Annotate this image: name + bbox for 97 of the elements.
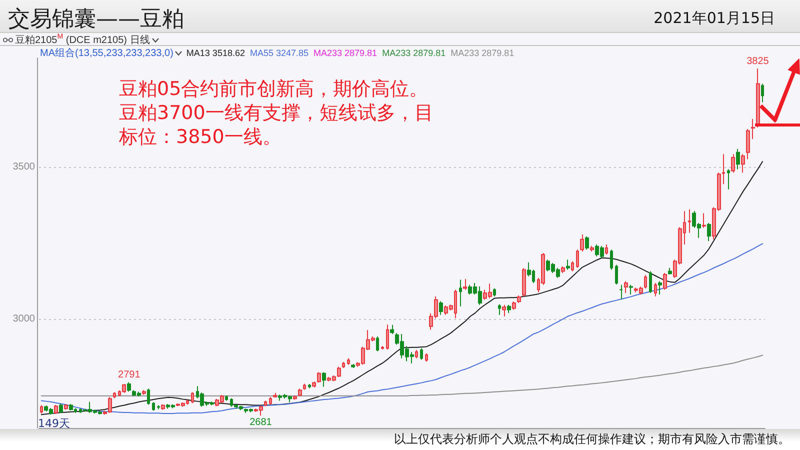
candlestick: [59, 403, 63, 414]
line-series: [40, 243, 764, 414]
candlestick: [322, 372, 326, 388]
candlestick: [312, 381, 316, 388]
candlestick: [493, 288, 496, 297]
candlestick: [386, 324, 389, 350]
chart-title: 交易锦囊——豆粕: [8, 6, 184, 34]
candlestick: [761, 83, 764, 103]
candlestick: [308, 384, 311, 389]
candlestick: [351, 364, 355, 368]
candlestick: [152, 402, 155, 412]
candlestick: [269, 396, 272, 406]
annotation: 149天: [38, 416, 70, 431]
candlestick: [439, 300, 443, 316]
candlestick: [342, 361, 345, 368]
annotation: 2681: [250, 417, 272, 428]
candlestick: [142, 390, 146, 396]
candlestick: [756, 68, 760, 128]
candlestick: [54, 404, 58, 415]
candlestick: [381, 346, 384, 350]
text: MA13 3518.62: [186, 48, 245, 58]
candlestick: [293, 395, 297, 400]
candlestick: [610, 249, 613, 270]
candlestick: [654, 282, 657, 297]
annotation: 2791: [118, 370, 141, 381]
text: 以上仅代表分析师个人观点不构成任何操作建议；期市有风险入市需谨慎。: [394, 431, 790, 448]
legend-title: MA组合(13,55,233,233,233,0): [40, 47, 174, 60]
candlestick: [512, 301, 516, 310]
candlestick: [590, 246, 594, 252]
candlestick: [347, 358, 350, 366]
candlestick: [420, 348, 423, 360]
candlestick: [161, 404, 165, 410]
candlestick: [629, 284, 633, 296]
candlestick: [566, 259, 570, 270]
candlestick: [644, 274, 647, 289]
candlestick: [576, 249, 579, 268]
candlestick: [64, 404, 68, 410]
candlestick: [69, 404, 73, 411]
candlestick: [522, 268, 526, 297]
line-series: [40, 161, 764, 416]
annotation: 豆粕3700一线有支撑，短线试多，目标位：3850一线。: [119, 101, 434, 149]
candlestick: [147, 388, 150, 406]
candlestick: [376, 336, 379, 352]
candlestick: [731, 154, 735, 174]
candlestick: [741, 154, 745, 174]
candlestick: [751, 118, 755, 140]
candlestick: [303, 383, 306, 390]
candlestick: [517, 294, 521, 304]
candlestick: [157, 404, 160, 410]
candlestick: [561, 266, 565, 274]
line-series: [40, 354, 764, 396]
candlestick: [415, 350, 418, 359]
y-tick-label: 3000: [12, 313, 36, 324]
candlestick: [459, 279, 462, 307]
candlestick: [463, 278, 467, 290]
candlestick: [425, 352, 428, 362]
candlestick: [615, 264, 618, 286]
candlestick: [707, 222, 711, 242]
candlestick: [702, 212, 706, 228]
candlestick: [722, 154, 725, 185]
text: MA55 3247.85: [250, 48, 309, 58]
text: 2021年01月15日: [654, 9, 775, 28]
annotation: 豆粕05合约前市创新高，期价高位。: [119, 77, 428, 101]
text: MA233 2879.81: [450, 48, 514, 58]
candlestick: [585, 236, 589, 250]
chart-subtitle: 豆粕2105$^{M}$ (DCE m2105) 日线: [15, 33, 150, 47]
candlestick: [502, 304, 506, 317]
candlestick: [746, 128, 750, 160]
candlestick: [507, 304, 511, 314]
candlestick: [113, 392, 116, 399]
candlestick: [663, 272, 667, 290]
candlestick: [571, 260, 574, 272]
candlestick: [191, 392, 194, 404]
annotation: 3825: [746, 56, 770, 68]
candlestick: [658, 280, 662, 296]
candlestick: [122, 384, 126, 394]
legend-label: MA233 2879.81: [314, 48, 378, 58]
candlestick: [580, 234, 584, 252]
candlestick: [736, 148, 740, 170]
candlestick: [727, 168, 730, 190]
candlestick: [619, 284, 623, 300]
candlestick: [225, 395, 228, 402]
candlestick: [390, 324, 394, 334]
candlestick: [40, 404, 43, 414]
candlestick: [264, 400, 267, 407]
candlestick: [298, 388, 302, 397]
candlestick: [498, 304, 501, 316]
candlestick: [624, 280, 628, 294]
candlestick: [605, 244, 608, 256]
candlestick: [649, 270, 652, 294]
y-tick-label: 3500: [12, 162, 36, 173]
legend-label: MA233 2879.81: [382, 48, 446, 58]
candlestick: [688, 208, 691, 234]
candlestick: [273, 392, 277, 398]
candlestick: [668, 267, 672, 276]
candlestick: [317, 372, 321, 384]
candlestick: [127, 382, 131, 392]
